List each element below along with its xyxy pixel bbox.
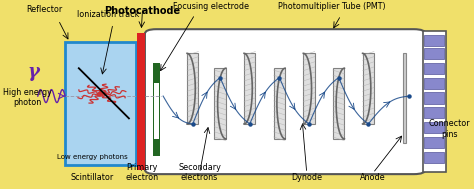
Text: γ: γ (27, 63, 39, 81)
Bar (424, 152, 444, 163)
Text: Connector
pins: Connector pins (428, 119, 470, 139)
Bar (137, 33, 145, 170)
Bar (153, 63, 160, 156)
Bar (424, 92, 444, 104)
Bar (424, 77, 444, 89)
Bar (333, 68, 345, 139)
Bar (402, 53, 406, 143)
Text: Scintillator: Scintillator (71, 174, 114, 183)
FancyBboxPatch shape (145, 29, 425, 174)
Text: Anode: Anode (360, 174, 386, 183)
Bar (303, 53, 315, 124)
Bar (424, 48, 444, 59)
Text: Dynode: Dynode (291, 174, 322, 183)
Bar (154, 83, 159, 139)
Bar (424, 122, 444, 133)
Text: Reflector: Reflector (27, 5, 63, 14)
Bar (363, 53, 374, 124)
Bar (423, 31, 446, 172)
Bar (65, 42, 136, 165)
Bar (424, 107, 444, 118)
Bar (424, 137, 444, 148)
Bar (424, 35, 444, 46)
Bar (214, 68, 226, 139)
Text: Photomultiplier Tube (PMT): Photomultiplier Tube (PMT) (278, 2, 386, 11)
Text: Primary
electron: Primary electron (125, 163, 158, 183)
Text: Focusing electrode: Focusing electrode (173, 2, 249, 11)
Text: Ionization track: Ionization track (77, 10, 140, 19)
Bar (273, 68, 285, 139)
Bar (187, 53, 199, 124)
Text: Low energy photons: Low energy photons (57, 154, 128, 160)
Text: Photocathode: Photocathode (105, 6, 181, 16)
Bar (424, 63, 444, 74)
Text: Secondary
electrons: Secondary electrons (178, 163, 221, 183)
Bar (244, 53, 255, 124)
Text: High energy
photon: High energy photon (3, 88, 52, 107)
